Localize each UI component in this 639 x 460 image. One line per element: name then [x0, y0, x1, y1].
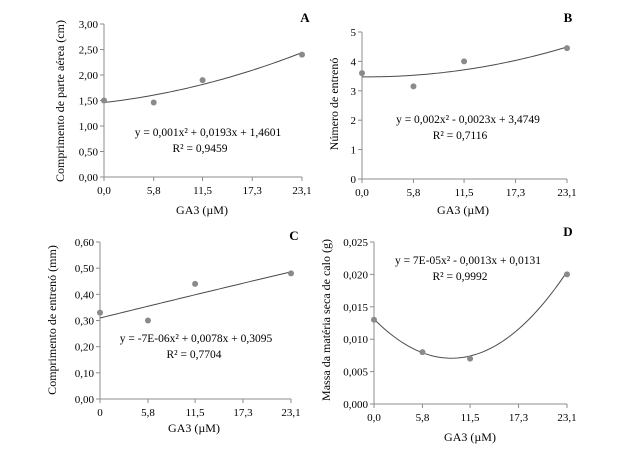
- equation-b: y = 0,002x² - 0,0023x + 3,4749: [396, 114, 540, 126]
- x-tick-label-c: 11,5: [186, 407, 205, 419]
- data-point-c: [192, 280, 199, 287]
- panel-letter-c: C: [289, 228, 298, 243]
- y-tick-label-a: 2,00: [79, 70, 99, 82]
- y-tick-label-d: 0,020: [343, 269, 368, 281]
- x-tick-label-d: 17,3: [509, 412, 529, 424]
- data-point-a: [150, 99, 157, 106]
- y-tick-label-d: 0,025: [343, 237, 368, 249]
- x-tick-label-c: 5,8: [141, 407, 155, 419]
- y-tick-label-d: 0,010: [343, 334, 368, 346]
- trendline-b: [361, 46, 568, 78]
- x-tick-label-c: 23,1: [281, 407, 300, 419]
- data-point-b: [564, 45, 570, 52]
- y-tick-label-a: 0,00: [79, 172, 99, 184]
- r-squared-b: R² = 0,7116: [433, 130, 488, 142]
- y-tick-label-b: 4: [351, 56, 357, 68]
- panel-letter-b: B: [564, 10, 573, 25]
- y-tick-label-b: 2: [351, 115, 357, 127]
- y-tick-label-c: 0,00: [75, 394, 95, 406]
- x-tick-label-a: 0,0: [97, 185, 111, 197]
- data-point-c: [97, 309, 103, 316]
- x-tick-label-a: 17,3: [243, 185, 263, 197]
- y-tick-label-c: 0,40: [75, 289, 95, 301]
- y-tick-label-c: 0,20: [75, 342, 95, 354]
- chart-panel-d: D y = 7E-05x² - 0,0013x + 0,0131 R² = 0,…: [319, 224, 577, 444]
- equation-a: y = 0,001x² + 0,0193x + 1,4601: [135, 127, 282, 139]
- x-tick-label-a: 23,1: [292, 185, 311, 197]
- x-tick-label-a: 5,8: [147, 185, 161, 197]
- panel-letter-d: D: [563, 224, 572, 239]
- x-tick-label-d: 0,0: [367, 412, 381, 424]
- x-tick-label-b: 11,5: [455, 187, 474, 199]
- y-axis-label-a: Comprimento de parte aérea (cm): [53, 20, 67, 182]
- y-tick-label-b: 0: [351, 174, 357, 186]
- data-point-d: [467, 355, 474, 362]
- r-squared-c: R² = 0,7704: [167, 349, 222, 361]
- data-point-c: [144, 317, 151, 324]
- chart-panel-c: C y = -7E-06x² + 0,0078x + 0,3095 R² = 0…: [45, 228, 301, 435]
- y-axis-label-b: Número de entrenó: [327, 58, 341, 151]
- trendline-c: [99, 271, 292, 319]
- chart-panel-b: B y = 0,002x² - 0,0023x + 3,4749 R² = 0,…: [327, 10, 577, 217]
- data-point-d: [419, 349, 426, 356]
- y-tick-label-a: 1,50: [79, 96, 99, 108]
- y-tick-label-b: 3: [351, 86, 357, 98]
- x-tick-label-c: 0: [97, 407, 103, 419]
- x-axis-label-d: GA3 (µM): [444, 430, 496, 444]
- data-point-d: [564, 271, 570, 278]
- y-tick-label-b: 1: [351, 145, 357, 157]
- trendline-d: [373, 271, 568, 359]
- x-tick-label-a: 11,5: [193, 185, 212, 197]
- y-axis-label-d: Massa da matéria seca de calo (g): [319, 239, 333, 401]
- equation-c: y = -7E-06x² + 0,0078x + 0,3095: [120, 333, 273, 345]
- r-squared-d: R² = 0,9992: [433, 271, 488, 283]
- y-tick-label-c: 0,50: [75, 263, 95, 275]
- equation-d: y = 7E-05x² - 0,0013x + 0,0131: [395, 255, 541, 267]
- x-tick-label-d: 5,8: [416, 412, 430, 424]
- x-tick-label-b: 5,8: [407, 187, 421, 199]
- y-tick-label-d: 0,005: [343, 367, 368, 379]
- trendline-a: [103, 52, 303, 104]
- data-point-a: [199, 77, 206, 84]
- y-tick-label-a: 3,00: [79, 19, 99, 31]
- r-squared-a: R² = 0,9459: [173, 143, 228, 155]
- y-tick-label-c: 0,10: [75, 368, 95, 380]
- x-tick-label-b: 17,3: [506, 187, 526, 199]
- y-tick-label-c: 0,30: [75, 316, 95, 328]
- data-point-d: [371, 316, 377, 323]
- y-tick-label-a: 0,50: [79, 147, 99, 159]
- data-point-c: [288, 270, 294, 277]
- y-tick-label-c: 0,60: [75, 237, 95, 249]
- x-tick-label-b: 0,0: [355, 187, 369, 199]
- x-tick-label-d: 11,5: [461, 412, 480, 424]
- x-axis-label-a: GA3 (µM): [176, 203, 228, 217]
- data-point-b: [359, 70, 365, 77]
- x-tick-label-b: 23,1: [557, 187, 576, 199]
- y-tick-label-a: 1,00: [79, 121, 99, 133]
- y-tick-label-a: 2,50: [79, 45, 99, 57]
- chart-panel-a: A y = 0,001x² + 0,0193x + 1,4601 R² = 0,…: [53, 10, 312, 217]
- x-tick-label-c: 17,3: [233, 407, 253, 419]
- x-axis-label-b: GA3 (µM): [437, 203, 489, 217]
- panel-letter-a: A: [300, 10, 310, 25]
- data-point-b: [410, 83, 417, 90]
- y-tick-label-b: 5: [351, 27, 357, 39]
- x-tick-label-d: 23,1: [557, 412, 576, 424]
- y-axis-label-c: Comprimento de entrenó (mm): [45, 245, 59, 395]
- x-axis-label-c: GA3 (µM): [168, 421, 220, 435]
- data-point-a: [299, 51, 305, 58]
- y-tick-label-d: 0,000: [343, 399, 368, 411]
- data-point-a: [101, 97, 107, 104]
- data-point-b: [461, 58, 468, 65]
- y-tick-label-d: 0,015: [343, 302, 368, 314]
